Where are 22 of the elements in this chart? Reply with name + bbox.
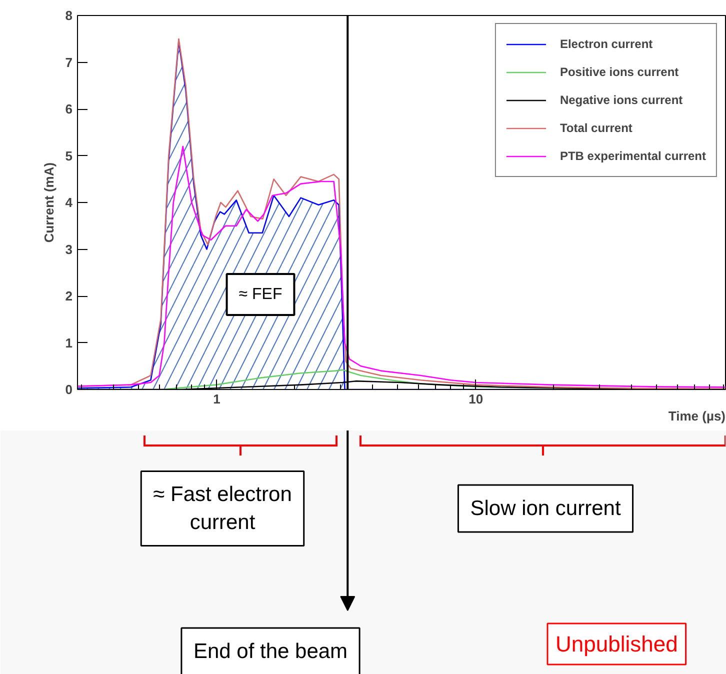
y-tick-label: 2: [65, 288, 73, 304]
y-tick-label: 4: [65, 195, 74, 210]
annotation: ≈ FEF: [238, 286, 282, 303]
y-tick-label: 8: [65, 8, 73, 23]
legend-label: Electron current: [560, 37, 653, 51]
legend-label: Positive ions current: [560, 65, 679, 79]
y-axis-title: Current (mA): [41, 162, 56, 243]
text: Unpublished: [556, 632, 678, 656]
y-tick-label: 7: [65, 54, 73, 70]
text: End of the beam: [193, 640, 348, 663]
text: Slow ion current: [470, 497, 621, 520]
y-tick-label: 0: [65, 382, 73, 397]
y-tick-label: 1: [65, 335, 73, 350]
x-tick-label: 10: [468, 392, 484, 406]
text: ≈ Fast electron current: [153, 483, 292, 534]
legend-label: Total current: [560, 121, 632, 135]
legend-label: PTB experimental current: [560, 149, 706, 163]
y-tick-label: 5: [65, 148, 73, 164]
x-axis-title: Time (µs): [668, 408, 726, 424]
legend-label: Negative ions current: [560, 93, 683, 107]
y-tick-label: 3: [65, 242, 73, 257]
y-tick-label: 6: [65, 102, 73, 116]
